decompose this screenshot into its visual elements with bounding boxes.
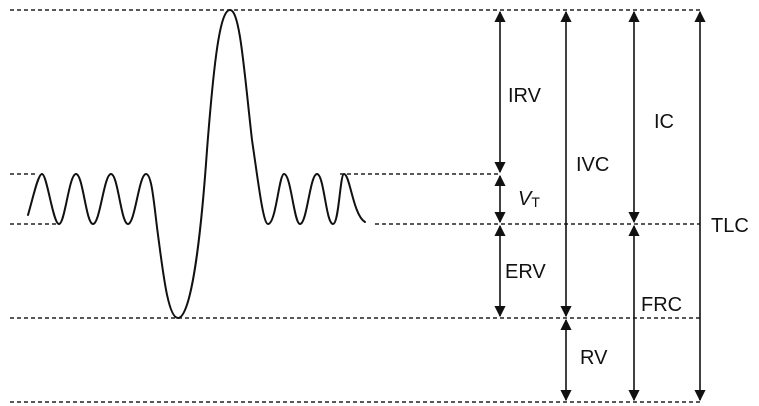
irv-label: IRV [508,85,542,107]
vt-label: VT [518,188,540,210]
ic-label: IC [654,111,674,133]
vt-label-subscript: T [531,194,540,210]
rv-label: RV [580,347,608,369]
frc-label: FRC [641,294,682,316]
ivc-label: IVC [576,154,609,176]
tlc-label: TLC [711,215,749,237]
erv-label: ERV [505,261,546,283]
spirometry-trace [27,9,366,319]
vt-label-main: V [518,188,533,210]
